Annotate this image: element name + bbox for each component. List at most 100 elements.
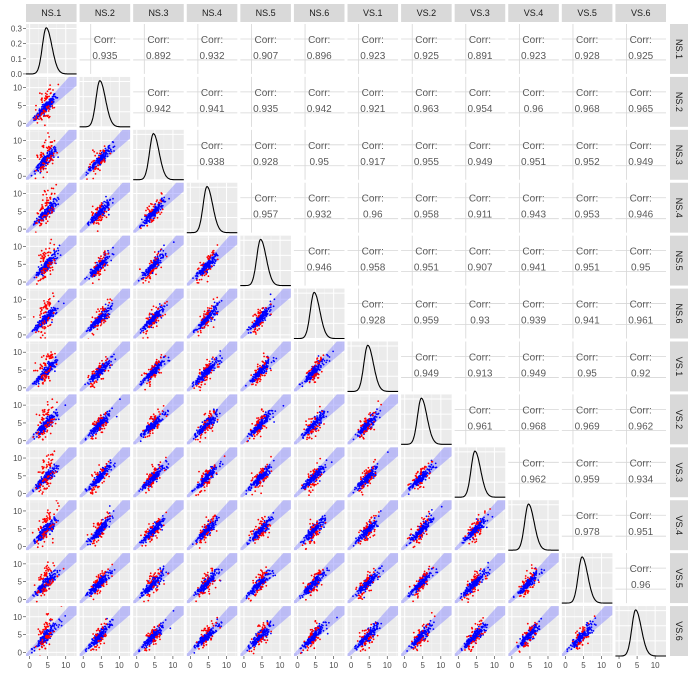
corr-value: 0.95 <box>309 157 329 168</box>
point-inside <box>54 308 57 311</box>
point-inside <box>49 363 51 365</box>
correlation-panel: Corr:0.935 <box>240 76 291 127</box>
point-inside <box>272 356 275 359</box>
point-inside <box>107 201 110 204</box>
point-inside <box>153 208 156 211</box>
point-inside <box>98 160 100 163</box>
density-curve <box>240 238 291 287</box>
point-inside <box>44 264 46 266</box>
point-inside <box>144 221 146 224</box>
point-outside <box>43 272 46 275</box>
point-outside <box>158 368 161 371</box>
corr-label: Corr: <box>308 88 330 99</box>
point-inside <box>311 372 314 374</box>
point-outside <box>195 385 198 387</box>
point-inside <box>53 253 55 256</box>
point-inside <box>94 375 96 377</box>
point-inside <box>96 372 98 374</box>
points-group <box>246 293 276 335</box>
point-inside <box>109 366 111 369</box>
point-outside <box>98 278 100 281</box>
point-outside <box>209 254 212 257</box>
corr-label: Corr: <box>469 141 491 152</box>
point-inside <box>145 217 148 220</box>
point-inside <box>47 313 50 316</box>
point-inside <box>257 375 260 378</box>
point-outside <box>47 355 50 357</box>
point-outside <box>42 268 45 271</box>
point-outside <box>49 251 52 254</box>
corr-value: 0.939 <box>521 316 546 327</box>
corr-label: Corr: <box>522 88 544 99</box>
point-inside <box>53 210 55 212</box>
point-inside <box>269 309 272 311</box>
scatter-panel <box>133 341 184 392</box>
point-inside <box>106 155 109 158</box>
point-inside <box>57 300 60 303</box>
point-inside <box>212 316 214 319</box>
point-outside <box>156 316 159 319</box>
point-inside <box>57 198 60 201</box>
point-outside <box>42 145 45 148</box>
point-outside <box>160 371 163 374</box>
point-outside <box>95 222 98 225</box>
point-inside <box>51 149 54 151</box>
point-outside <box>207 255 210 257</box>
point-outside <box>91 384 94 386</box>
point-outside <box>100 378 103 380</box>
point-inside <box>151 315 154 317</box>
point-outside <box>43 141 46 144</box>
point-inside <box>53 249 55 252</box>
point-outside <box>211 369 214 372</box>
point-inside <box>92 378 95 380</box>
corr-value: 0.907 <box>467 263 492 274</box>
point-outside <box>53 248 56 251</box>
point-outside <box>102 362 105 365</box>
point-outside <box>53 106 56 109</box>
point-inside <box>197 378 200 380</box>
point-outside <box>210 307 213 310</box>
point-inside <box>156 255 159 258</box>
corr-value: 0.935 <box>253 104 278 115</box>
point-outside <box>40 99 43 101</box>
point-inside <box>195 277 198 280</box>
point-inside <box>104 147 107 150</box>
point-inside <box>168 359 171 362</box>
scatter-panel <box>79 182 131 233</box>
point-inside <box>158 261 161 264</box>
point-outside <box>95 264 98 267</box>
point-inside <box>49 99 51 102</box>
point-outside <box>99 216 102 219</box>
point-inside <box>210 260 213 263</box>
point-outside <box>47 254 50 257</box>
point-inside <box>211 358 214 360</box>
point-inside <box>56 247 59 250</box>
point-inside <box>113 353 115 356</box>
row-strip-label: VS.1 <box>674 357 684 377</box>
point-inside <box>96 375 99 377</box>
corr-value: 0.923 <box>521 51 546 62</box>
point-inside <box>102 155 105 158</box>
point-inside <box>38 166 41 169</box>
point-inside <box>315 365 318 368</box>
point-inside <box>161 310 164 313</box>
corr-label: Corr: <box>630 35 652 46</box>
point-outside <box>37 385 40 388</box>
point-outside <box>154 259 157 261</box>
point-inside <box>210 313 213 315</box>
point-inside <box>149 372 152 375</box>
row-strip-label: VS.2 <box>674 410 684 430</box>
point-outside <box>255 369 258 372</box>
point-inside <box>140 224 142 227</box>
point-inside <box>42 274 44 277</box>
point-inside <box>215 359 218 361</box>
point-inside <box>92 321 95 324</box>
point-inside <box>145 272 148 274</box>
point-outside <box>145 332 148 335</box>
point-outside <box>207 320 210 323</box>
point-inside <box>91 323 94 326</box>
point-inside <box>105 153 107 156</box>
point-inside <box>37 273 40 276</box>
point-outside <box>35 118 38 120</box>
point-inside <box>101 208 103 210</box>
